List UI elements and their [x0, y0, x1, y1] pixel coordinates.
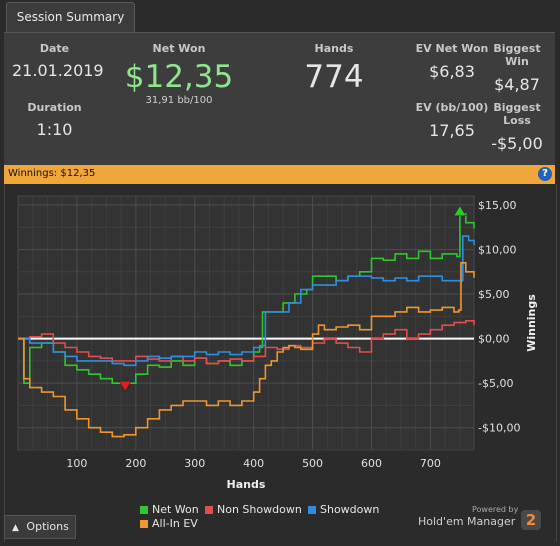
date-label: Date [39, 42, 70, 55]
brand-name: Hold'em Manager [418, 515, 516, 528]
legend-label: All-In EV [152, 517, 198, 530]
chevron-up-icon: ▲ [12, 523, 19, 533]
ev-bb-label: EV (bb/100) [415, 101, 489, 114]
date-value: 21.01.2019 [12, 61, 104, 80]
y-tick-label: $5,00 [478, 288, 510, 301]
x-tick-label: 200 [125, 457, 146, 470]
legend-label: Non Showdown [217, 503, 302, 516]
x-tick-label: 400 [243, 457, 264, 470]
series-line-net-won [18, 213, 475, 384]
winnings-chart: 100 200 300 400 500 600 700 -$10,00 -$5,00 $0,00 $… [17, 195, 538, 491]
hands-label: Hands [314, 42, 354, 55]
biggest-loss-value: -$5,00 [491, 134, 543, 153]
ev-bb-stat: EV (bb/100) 17,65 [412, 101, 492, 140]
winnings-header-bar: Winnings: $12,35 ? [4, 165, 555, 184]
y-tick-label: -$5,00 [478, 377, 513, 390]
biggest-loss-stat: Biggest Loss -$5,00 [478, 101, 556, 153]
legend-label: Showdown [320, 503, 380, 516]
tab-bar: Session Summary [0, 0, 560, 33]
y-tick-label: $0,00 [478, 333, 510, 346]
x-tick-label: 100 [66, 457, 87, 470]
all-in-ev-swatch [140, 520, 148, 528]
net-won-stat: Net Won $12,35 31,91 bb/100 [119, 42, 239, 106]
options-button[interactable]: ▲ Options [4, 515, 76, 539]
date-stat: Date 21.01.2019 [12, 42, 104, 80]
legend-all-in-ev: All-In EV [140, 517, 198, 530]
duration-label: Duration [27, 101, 82, 114]
y-tick-label: $10,00 [478, 243, 517, 256]
x-tick-label: 700 [420, 457, 441, 470]
x-axis-label: Hands [227, 478, 266, 491]
x-tick-label: 300 [184, 457, 205, 470]
y-axis-label: Winnings [525, 294, 538, 352]
series-line-non-showdown [18, 320, 475, 365]
biggest-win-stat: Biggest Win $4,87 [482, 42, 552, 94]
hands-value: 774 [304, 59, 364, 95]
peak-marker [453, 205, 467, 217]
biggest-loss-label: Biggest Loss [493, 101, 541, 127]
winnings-chart-panel: 100 200 300 400 500 600 700 -$10,00 -$5,00 $0,00 $… [4, 184, 557, 542]
hm2-logo-icon: 2 [521, 510, 541, 530]
duration-stat: Duration 1:10 [12, 101, 97, 139]
series-line-all-in-ev [18, 262, 475, 438]
net-won-swatch [140, 506, 148, 514]
powered-by-text: Powered by [472, 505, 519, 514]
winnings-title: Winnings: $12,35 [8, 168, 96, 179]
plot-area [17, 195, 475, 451]
x-tick-label: 500 [302, 457, 323, 470]
legend-showdown: Showdown [308, 503, 379, 516]
showdown-swatch [308, 506, 316, 514]
net-won-rate: 31,91 bb/100 [145, 95, 213, 106]
biggest-win-value: $4,87 [494, 75, 540, 94]
y-tick-label: -$10,00 [478, 422, 520, 435]
trough-marker [118, 380, 132, 392]
y-tick-label: $15,00 [478, 199, 517, 212]
ev-bb-value: 17,65 [429, 121, 475, 140]
legend-non-showdown: Non Showdown [205, 503, 302, 516]
net-won-label: Net Won [152, 42, 206, 55]
hands-stat: Hands 774 [274, 42, 394, 95]
legend-label: Net Won [152, 503, 199, 516]
biggest-win-label: Biggest Win [493, 42, 541, 68]
ev-net-won-value: $6,83 [429, 62, 475, 81]
tab-session-summary[interactable]: Session Summary [6, 2, 135, 33]
options-label: Options [26, 520, 69, 533]
non-showdown-swatch [205, 506, 213, 514]
help-icon[interactable]: ? [538, 167, 552, 181]
ev-net-won-stat: EV Net Won $6,83 [412, 42, 492, 81]
net-won-value: $12,35 [124, 59, 234, 95]
ev-net-won-label: EV Net Won [415, 42, 489, 55]
session-summary-panel: Date 21.01.2019 Duration 1:10 Net Won $1… [4, 32, 555, 165]
legend-net-won: Net Won [140, 503, 199, 516]
duration-value: 1:10 [36, 120, 73, 139]
x-tick-label: 600 [361, 457, 382, 470]
series-line-showdown [18, 235, 475, 367]
